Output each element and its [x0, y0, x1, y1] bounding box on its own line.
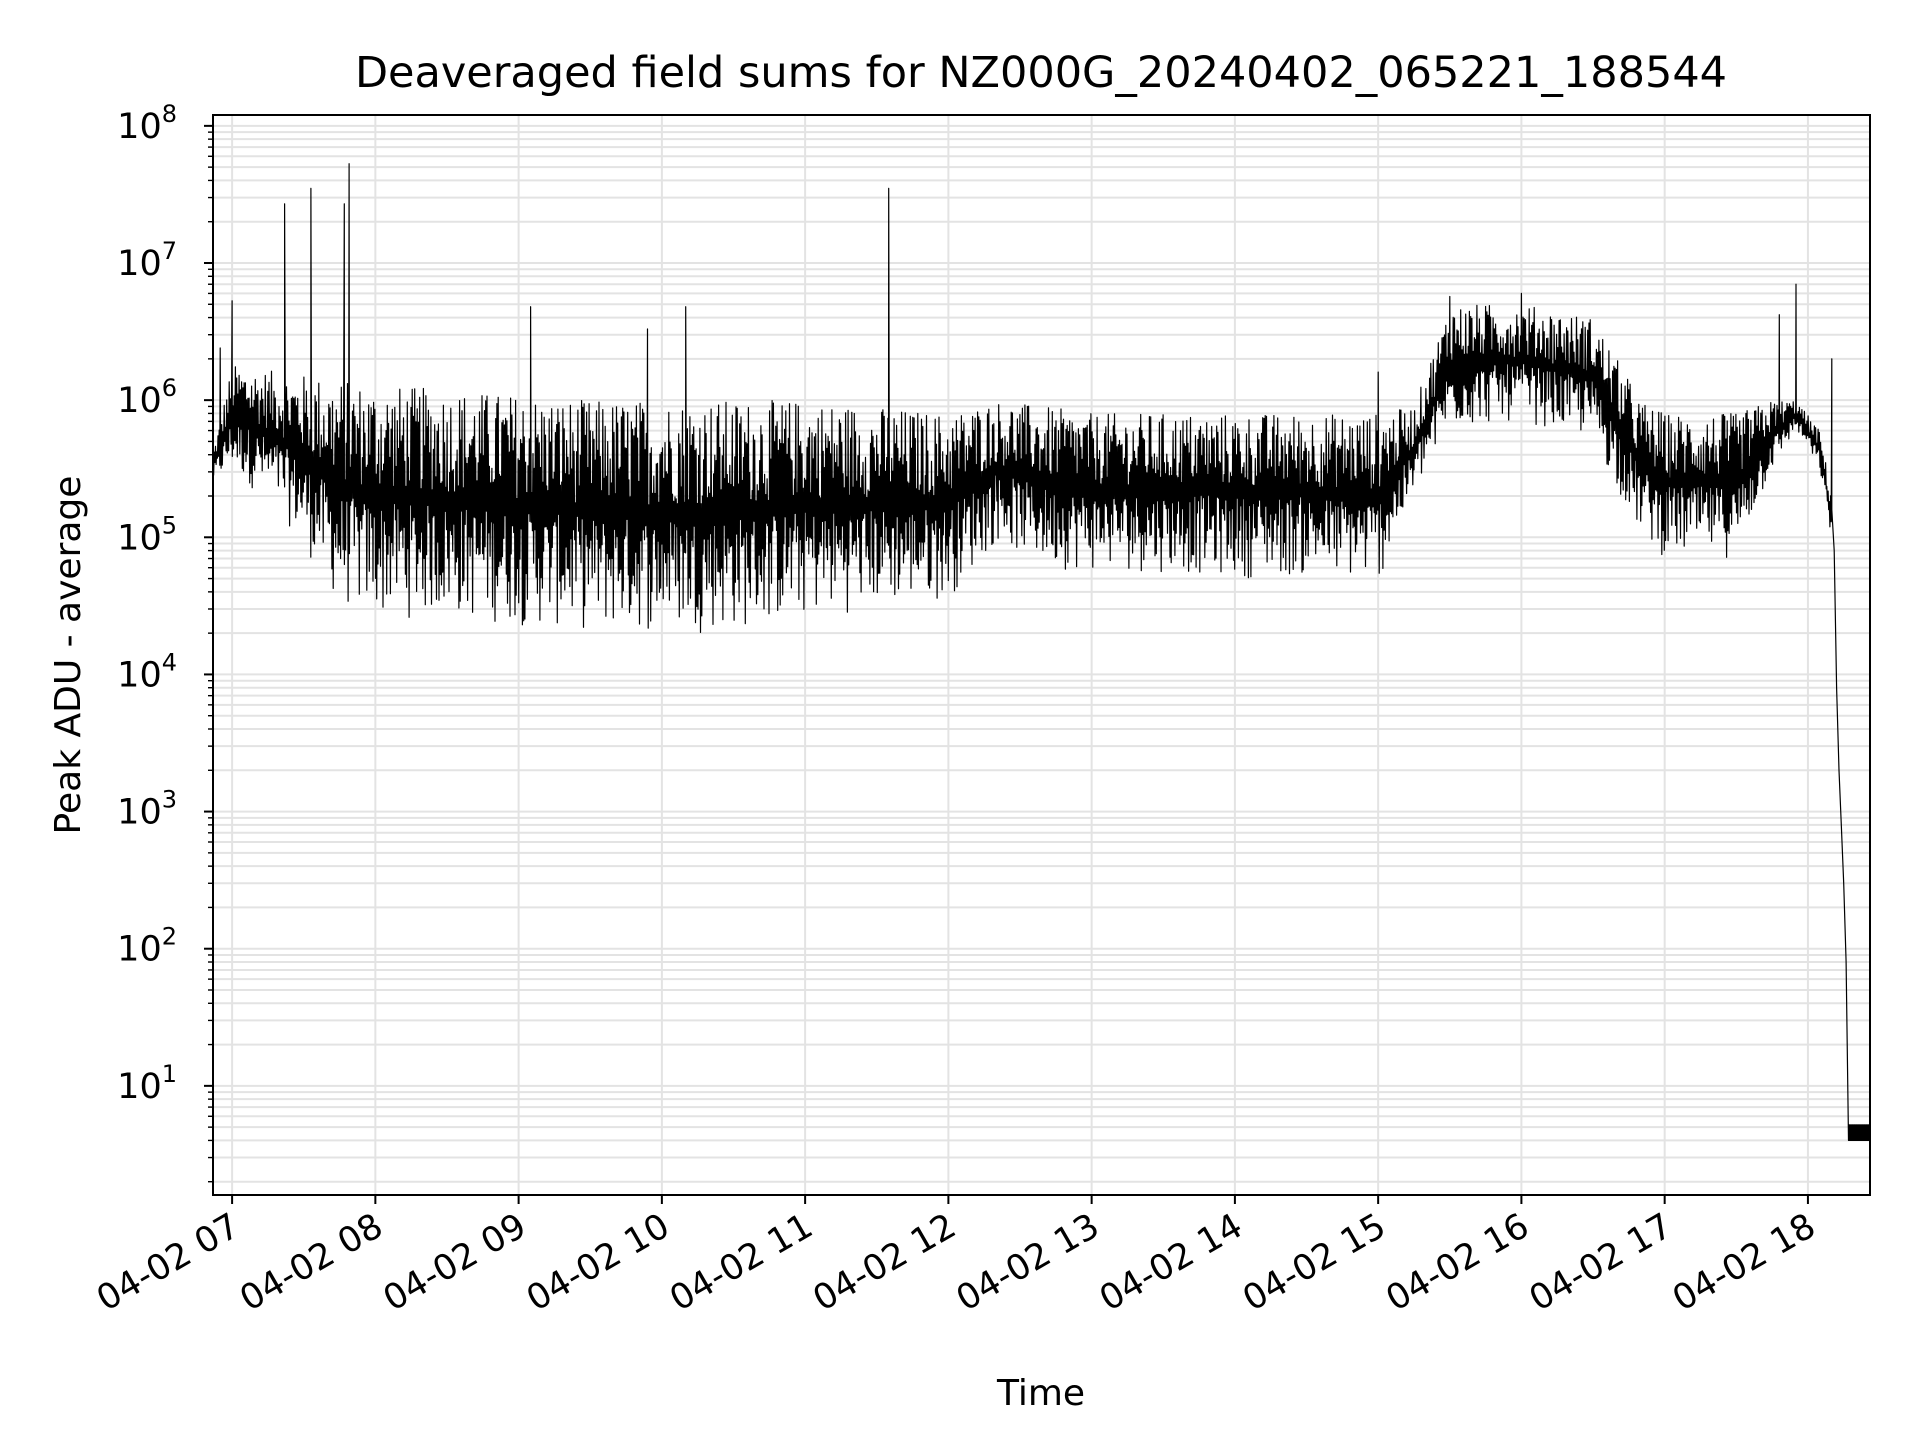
y-tick-exponent: 3	[162, 786, 177, 814]
y-tick-exponent: 5	[162, 511, 177, 539]
y-tick-label: 102	[117, 923, 177, 970]
series-line-path	[212, 163, 1871, 1141]
y-tick-exponent: 2	[162, 923, 177, 951]
y-tick-label: 108	[117, 100, 177, 147]
y-tick-exponent: 6	[162, 374, 177, 402]
y-tick-base: 10	[117, 930, 162, 970]
y-tick-label: 105	[117, 511, 177, 558]
y-tick-label: 106	[117, 374, 177, 421]
y-tick-label: 103	[117, 786, 177, 833]
chart-title: Deaveraged field sums for NZ000G_2024040…	[355, 48, 1727, 98]
y-tick-exponent: 8	[162, 100, 177, 128]
y-tick-base: 10	[117, 518, 162, 558]
y-tick-base: 10	[117, 244, 162, 284]
y-tick-base: 10	[117, 793, 162, 833]
y-tick-label: 107	[117, 237, 177, 284]
y-axis-label: Peak ADU - average	[48, 476, 89, 835]
y-tick-exponent: 1	[162, 1060, 177, 1088]
y-tick-base: 10	[117, 1067, 162, 1107]
y-tick-exponent: 7	[162, 237, 177, 265]
x-axis-label: Time	[996, 1373, 1085, 1414]
y-tick-base: 10	[117, 655, 162, 695]
y-tick-label: 101	[117, 1060, 177, 1107]
y-tick-exponent: 4	[162, 648, 177, 676]
y-tick-label: 104	[117, 648, 177, 695]
y-tick-base: 10	[117, 107, 162, 147]
plot-frame	[212, 114, 1871, 1196]
grid	[213, 115, 1870, 1195]
y-tick-base: 10	[117, 381, 162, 421]
series-line	[212, 163, 1871, 1141]
